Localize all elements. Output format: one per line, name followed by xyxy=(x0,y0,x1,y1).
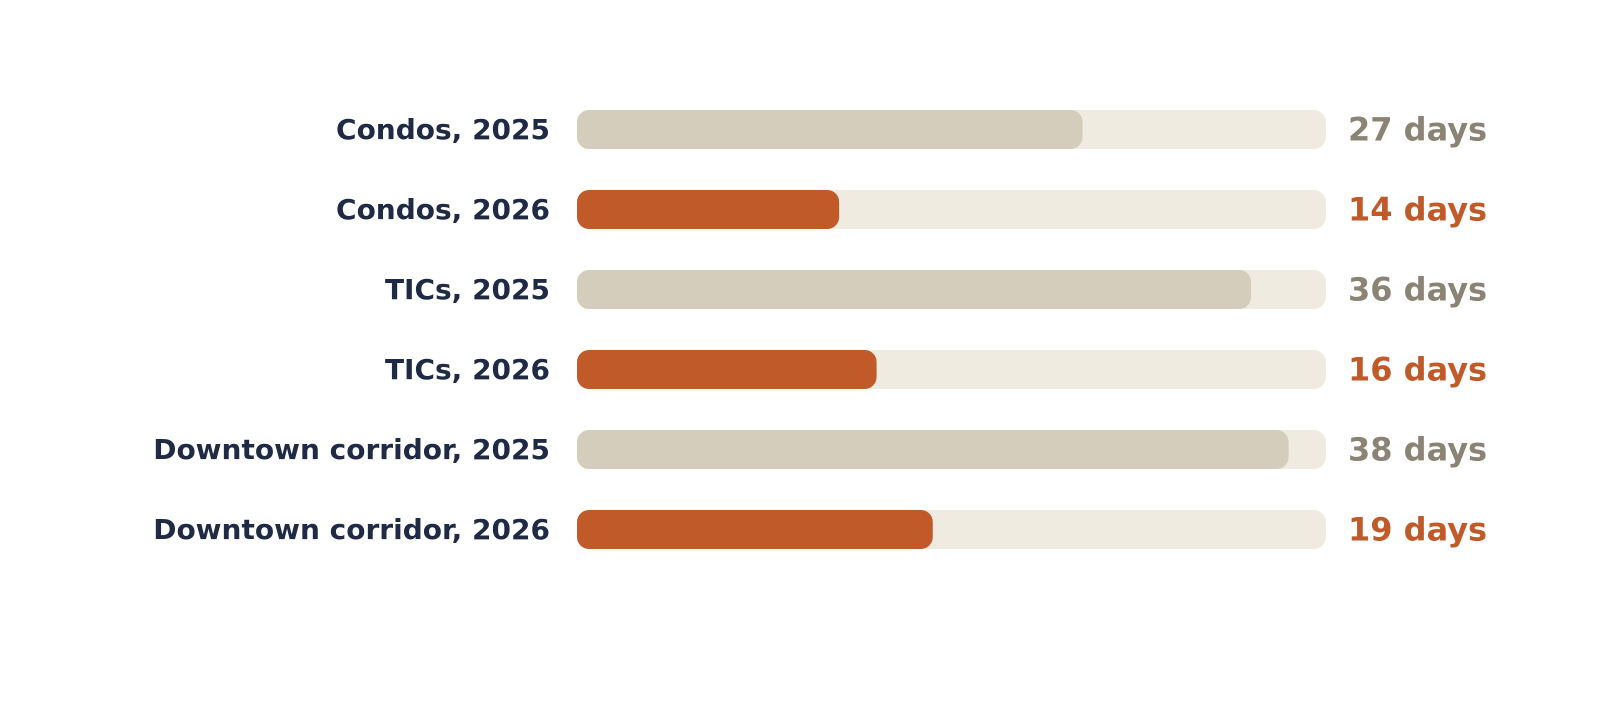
bar xyxy=(577,110,1083,149)
chart-rows: Condos, 2025 27 days Condos, 2026 14 days TI… xyxy=(153,110,1487,549)
category-label: Downtown corridor, 2025 xyxy=(153,433,550,466)
bar-row: Condos, 2025 27 days xyxy=(336,110,1487,149)
category-label: Condos, 2026 xyxy=(336,193,550,226)
bar-row: Downtown corridor, 2026 19 days xyxy=(153,510,1487,549)
bar-row: TICs, 2026 16 days xyxy=(385,350,1487,389)
category-label: TICs, 2026 xyxy=(385,353,550,386)
value-label: 38 days xyxy=(1348,431,1487,469)
category-label: TICs, 2025 xyxy=(385,273,550,306)
value-label: 14 days xyxy=(1348,191,1487,229)
category-label: Condos, 2025 xyxy=(336,113,550,146)
bar xyxy=(577,190,840,229)
value-label: 19 days xyxy=(1348,511,1487,549)
value-label: 27 days xyxy=(1348,111,1487,149)
bar xyxy=(577,430,1289,469)
value-label: 36 days xyxy=(1348,271,1487,309)
category-label: Downtown corridor, 2026 xyxy=(153,513,550,546)
bar xyxy=(577,510,933,549)
bar xyxy=(577,350,877,389)
bar-row: TICs, 2025 36 days xyxy=(385,270,1487,309)
bar xyxy=(577,270,1252,309)
value-label: 16 days xyxy=(1348,351,1487,389)
bar-row: Condos, 2026 14 days xyxy=(336,190,1487,229)
bar-row: Downtown corridor, 2025 38 days xyxy=(153,430,1487,469)
